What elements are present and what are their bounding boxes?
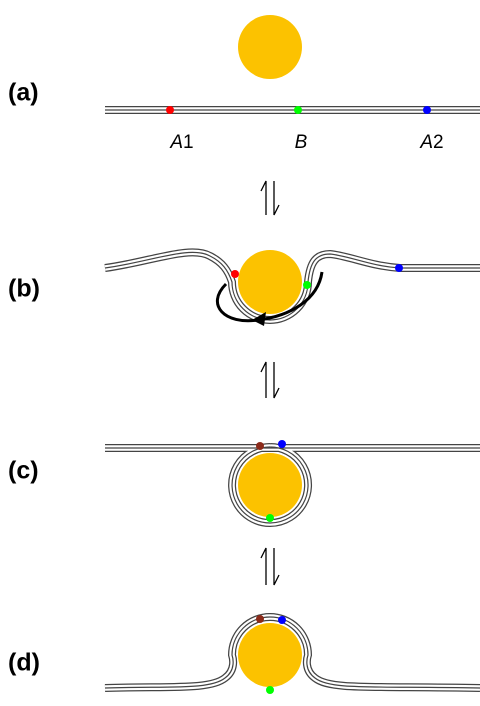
panel-label: (b) bbox=[8, 275, 40, 303]
panel-a: (a) A1 B A2 bbox=[8, 15, 480, 153]
panel-label: (c) bbox=[8, 457, 39, 485]
point-label: B bbox=[295, 132, 308, 153]
point bbox=[266, 514, 274, 522]
point-label: A2 bbox=[419, 132, 443, 153]
point-label-index: 2 bbox=[433, 132, 444, 153]
panel-b: (b) bbox=[8, 250, 480, 326]
point bbox=[266, 686, 274, 694]
point bbox=[423, 106, 431, 114]
point bbox=[256, 615, 264, 623]
point bbox=[166, 106, 174, 114]
point bbox=[303, 281, 311, 289]
sphere bbox=[238, 623, 302, 687]
point bbox=[256, 442, 264, 450]
panel-label: (d) bbox=[8, 649, 40, 677]
point bbox=[294, 106, 302, 114]
panel-d: (d) bbox=[8, 615, 480, 694]
point bbox=[278, 616, 286, 624]
sphere bbox=[238, 453, 302, 517]
point-label-letter: A bbox=[169, 132, 183, 153]
point-label-letter: A bbox=[419, 132, 433, 153]
panel-c: (c) bbox=[8, 440, 480, 523]
point-label-letter: B bbox=[295, 132, 308, 153]
point bbox=[278, 440, 286, 448]
point bbox=[395, 264, 403, 272]
sphere bbox=[238, 15, 302, 79]
point-label-index: 1 bbox=[183, 132, 194, 153]
point-label: A1 bbox=[169, 132, 193, 153]
point bbox=[231, 270, 239, 278]
sphere bbox=[238, 250, 302, 314]
diagram: (a) A1 B A2 (b) (c) (d) bbox=[0, 0, 480, 706]
panel-label: (a) bbox=[8, 79, 39, 107]
